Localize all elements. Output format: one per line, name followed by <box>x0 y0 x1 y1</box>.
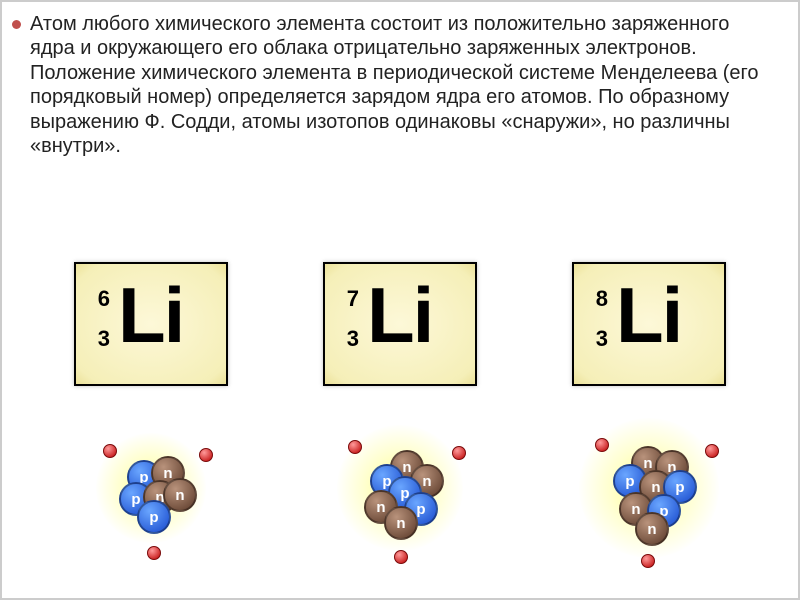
element-symbol: Li <box>367 270 432 361</box>
electron <box>452 446 466 460</box>
element-card: 8 3 Li <box>572 262 726 386</box>
nucleus-diagram: nnpnpnpn <box>549 398 749 578</box>
nucleus-diagram: npnpnpn <box>300 398 500 578</box>
mass-number: 6 <box>90 286 110 312</box>
atomic-number: 3 <box>588 326 608 352</box>
electron <box>705 444 719 458</box>
isotopes-row: 6 3 Li pnpnnp 7 3 Li npnpnpn 8 3 Li nnpnpnpn <box>2 262 798 578</box>
electron <box>348 440 362 454</box>
bullet-icon <box>12 20 21 29</box>
electron <box>595 438 609 452</box>
element-card: 7 3 Li <box>323 262 477 386</box>
element-card: 6 3 Li <box>74 262 228 386</box>
electron <box>199 448 213 462</box>
isotope-8: 8 3 Li nnpnpnpn <box>549 262 749 578</box>
atomic-number: 3 <box>90 326 110 352</box>
proton: p <box>137 500 171 534</box>
isotope-7: 7 3 Li npnpnpn <box>300 262 500 578</box>
electron <box>641 554 655 568</box>
mass-number: 7 <box>339 286 359 312</box>
element-symbol: Li <box>616 270 681 361</box>
paragraph: Атом любого химического элемента состоит… <box>30 12 774 158</box>
electron <box>103 444 117 458</box>
nucleus-diagram: pnpnnp <box>51 398 251 578</box>
element-symbol: Li <box>118 270 183 361</box>
electron <box>394 550 408 564</box>
neutron: n <box>384 506 418 540</box>
slide: Атом любого химического элемента состоит… <box>0 0 800 600</box>
electron <box>147 546 161 560</box>
mass-number: 8 <box>588 286 608 312</box>
neutron: n <box>635 512 669 546</box>
atomic-number: 3 <box>339 326 359 352</box>
isotope-6: 6 3 Li pnpnnp <box>51 262 251 578</box>
